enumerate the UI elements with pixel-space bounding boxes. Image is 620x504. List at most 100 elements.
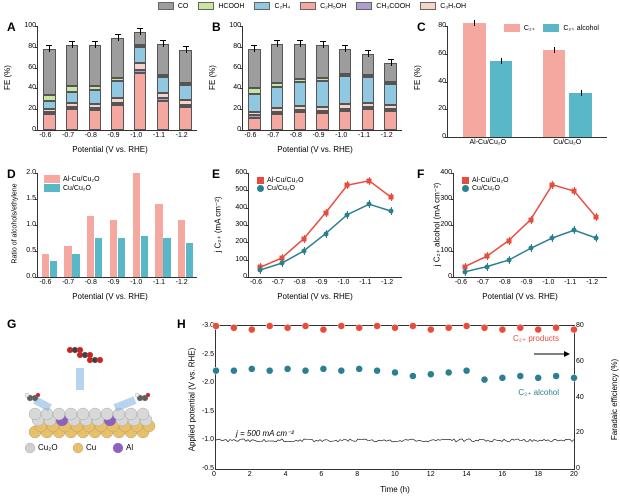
bar-segment xyxy=(66,109,78,130)
bar-segment xyxy=(179,105,191,107)
bar-segment xyxy=(248,112,260,115)
bar-segment xyxy=(134,47,146,64)
bar-segment xyxy=(362,107,374,109)
xlabel-b: Potential (V vs. RHE) xyxy=(230,145,400,154)
bar-segment xyxy=(134,70,146,73)
bar-segment xyxy=(362,77,374,103)
bar-segment xyxy=(179,50,191,83)
bar-segment xyxy=(294,44,306,79)
ylabel-c: FE (%) xyxy=(413,65,422,90)
ylabel-d: Ratio of alcohols/ethylene xyxy=(12,183,19,263)
bar-segment xyxy=(294,112,306,130)
panel-d: D Ratio of alcohols/ethylene 0.00.51.01.… xyxy=(5,165,205,300)
bar-segment xyxy=(111,81,123,98)
ylabel-e: j C₂₊ (mA cm⁻²) xyxy=(214,197,223,253)
bar-segment xyxy=(179,83,191,85)
panel-label-g: G xyxy=(7,317,16,331)
note-current: j = 500 mA cm⁻² xyxy=(236,429,294,438)
bar-segment xyxy=(111,78,123,81)
bar-segment xyxy=(89,108,101,110)
panel-label-b: B xyxy=(212,20,221,34)
bar-segment xyxy=(384,105,396,109)
ylabel-h2: Faradaic efficiency (%) xyxy=(610,359,619,440)
panel-f: F j C₂₊ alcohol (mA cm⁻²) 0100200300400-… xyxy=(415,165,615,300)
bar-segment xyxy=(111,38,123,78)
bar-segment xyxy=(362,109,374,130)
bar-segment xyxy=(316,107,328,111)
bar-segment xyxy=(43,49,55,95)
bar-segment xyxy=(157,75,169,77)
bar-segment xyxy=(271,44,283,84)
bar-segment xyxy=(134,73,146,130)
bar-segment xyxy=(316,81,328,107)
bar-segment xyxy=(384,82,396,84)
xlabel-a: Potential (V vs. RHE) xyxy=(25,145,195,154)
bar-segment xyxy=(339,76,351,104)
bar-segment xyxy=(271,114,283,130)
bar-segment xyxy=(66,107,78,109)
bar-segment xyxy=(157,44,169,75)
bar-segment xyxy=(271,83,283,87)
bar-segment xyxy=(66,45,78,87)
bar-segment xyxy=(384,84,396,105)
bar-segment xyxy=(157,77,169,93)
bar-segment xyxy=(89,86,101,90)
bar-segment xyxy=(248,94,260,113)
bar-segment xyxy=(66,103,78,107)
bar-segment xyxy=(134,45,146,47)
panel-label-d: D xyxy=(7,167,16,181)
panel-label-a: A xyxy=(7,20,16,34)
bar-segment xyxy=(339,74,351,76)
panel-label-c: C xyxy=(417,20,426,34)
bar-segment xyxy=(271,87,283,108)
bar-segment xyxy=(248,115,260,117)
ylabel-h1: Applied potential (V vs. RHE) xyxy=(187,348,196,452)
xlabel-f: Potential (V vs. RHE) xyxy=(435,292,605,301)
bar-segment xyxy=(157,93,169,98)
panel-e: E j C₂₊ (mA cm⁻²) 0100200300400500600-0.… xyxy=(210,165,410,300)
bar-segment xyxy=(248,118,260,130)
panel-h: H Applied potential (V vs. RHE) Faradaic… xyxy=(175,315,615,495)
panel-b: B FE (%) 020406080100-0.6-0.7-0.8-0.9-1.… xyxy=(210,18,410,153)
bar-segment xyxy=(362,75,374,77)
bar-segment xyxy=(316,111,328,113)
panel-g: G Cu₂OCuAl xyxy=(5,315,170,495)
panel-a: A FE (%) 020406080100-0.6-0.7-0.8-0.9-1.… xyxy=(5,18,205,153)
bar-segment xyxy=(339,49,351,74)
panel-label-e: E xyxy=(212,167,220,181)
bar-segment xyxy=(316,45,328,78)
bar-segment xyxy=(248,88,260,93)
ylabel-a: FE (%) xyxy=(3,65,12,90)
bar-segment xyxy=(316,113,328,130)
bar-segment xyxy=(89,45,101,87)
xlabel-h: Time (h) xyxy=(215,485,575,494)
bar-segment xyxy=(294,82,306,106)
bar-segment xyxy=(384,109,396,111)
bar-segment xyxy=(339,104,351,109)
xlabel-e: Potential (V vs. RHE) xyxy=(230,292,400,301)
bar-segment xyxy=(89,104,101,108)
bar-segment xyxy=(111,103,123,105)
bar-segment xyxy=(339,111,351,130)
bar-segment xyxy=(157,98,169,101)
bar-segment xyxy=(66,92,78,103)
panel-label-f: F xyxy=(417,167,424,181)
bar-segment xyxy=(157,101,169,130)
bar-segment xyxy=(43,101,55,109)
bar-segment xyxy=(339,109,351,111)
bar-segment xyxy=(271,112,283,114)
bar-segment xyxy=(179,107,191,130)
bar-segment xyxy=(43,95,55,101)
bar-segment xyxy=(134,63,146,69)
bar-segment xyxy=(294,106,306,110)
bar-segment xyxy=(362,103,374,107)
bar-segment xyxy=(271,108,283,112)
bar-segment xyxy=(362,54,374,75)
bar-segment xyxy=(43,112,55,114)
bar-segment xyxy=(43,109,55,112)
bar-segment xyxy=(66,86,78,91)
bar-segment xyxy=(89,90,101,104)
bar-segment xyxy=(179,100,191,105)
panel-label-h: H xyxy=(177,317,186,331)
bar-segment xyxy=(248,49,260,89)
